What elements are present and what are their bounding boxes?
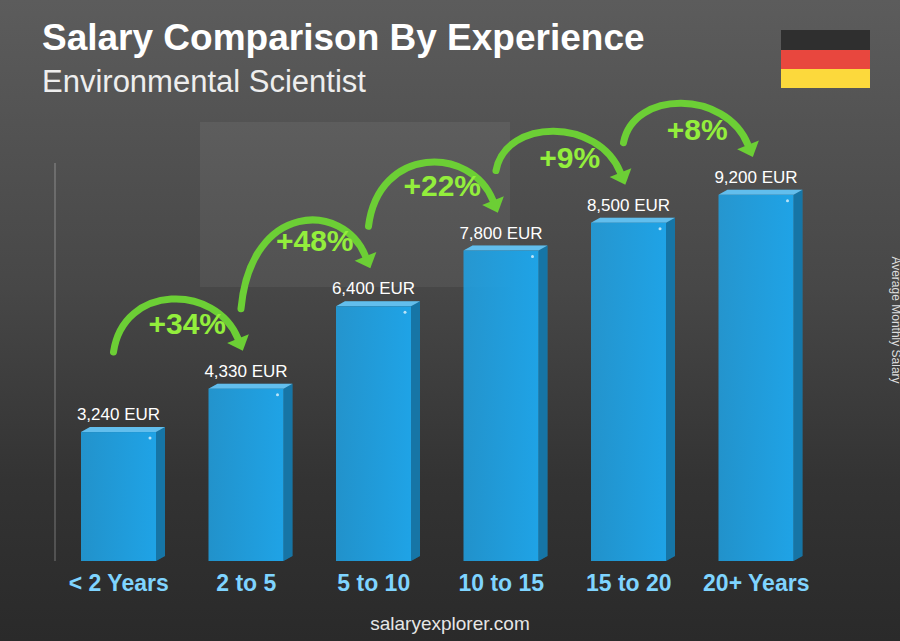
svg-text:+48%: +48%: [276, 224, 354, 257]
svg-text:+34%: +34%: [148, 307, 226, 340]
svg-text:salaryexplorer.com: salaryexplorer.com: [370, 613, 529, 634]
svg-text:6,400 EUR: 6,400 EUR: [332, 279, 415, 298]
svg-text:Environmental Scientist: Environmental Scientist: [42, 64, 366, 99]
svg-text:20+ Years: 20+ Years: [703, 570, 809, 596]
svg-text:+22%: +22%: [403, 169, 481, 202]
svg-text:Average Monthly Salary: Average Monthly Salary: [889, 256, 892, 383]
svg-text:+9%: +9%: [539, 141, 600, 174]
svg-text:10 to 15: 10 to 15: [458, 570, 544, 596]
svg-text:Salary Comparison By Experienc: Salary Comparison By Experience: [42, 17, 645, 58]
svg-text:8,500 EUR: 8,500 EUR: [587, 196, 670, 215]
svg-text:+8%: +8%: [667, 113, 728, 146]
svg-text:2 to 5: 2 to 5: [216, 570, 276, 596]
svg-text:3,240 EUR: 3,240 EUR: [77, 405, 160, 424]
svg-text:5 to 10: 5 to 10: [337, 570, 410, 596]
svg-text:4,330 EUR: 4,330 EUR: [204, 362, 287, 381]
svg-text:7,800 EUR: 7,800 EUR: [459, 224, 542, 243]
svg-text:9,200 EUR: 9,200 EUR: [714, 168, 797, 187]
svg-text:< 2 Years: < 2 Years: [69, 570, 169, 596]
svg-text:15 to 20: 15 to 20: [586, 570, 672, 596]
